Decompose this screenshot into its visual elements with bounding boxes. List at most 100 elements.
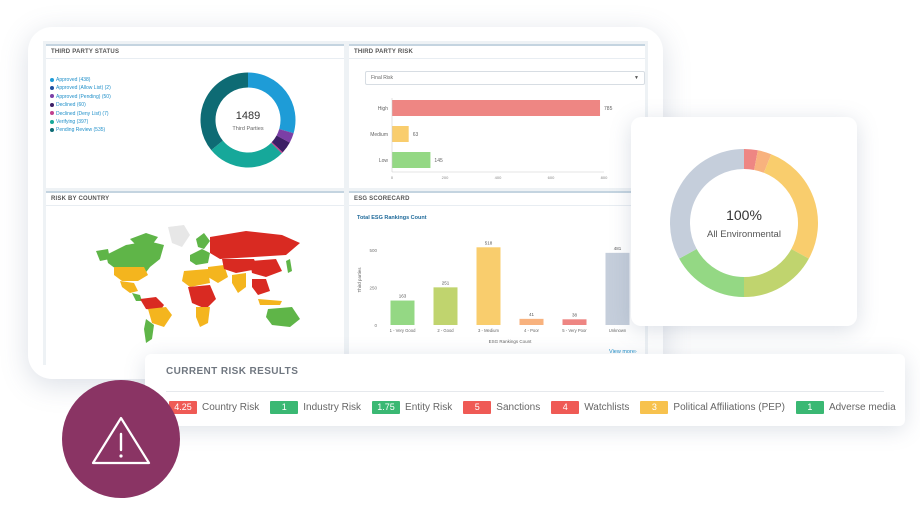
esg-bar[interactable] bbox=[605, 252, 630, 325]
y-axis-label: Third parties bbox=[357, 267, 362, 293]
environmental-card: 100% All Environmental bbox=[631, 117, 857, 326]
environmental-slice[interactable] bbox=[763, 154, 818, 259]
status-slice[interactable] bbox=[276, 128, 294, 143]
environmental-percent: 100% bbox=[726, 207, 762, 223]
third-party-status-panel: THIRD PARTY STATUS Approved (438) Approve… bbox=[46, 44, 344, 188]
esg-value-label: 518 bbox=[485, 240, 493, 245]
esg-value-label: 41 bbox=[529, 312, 535, 317]
esg-scorecard-panel: ESG SCORECARD Total ESG Rankings Count 0… bbox=[349, 191, 645, 365]
map-africa-south bbox=[196, 307, 210, 327]
legend-dot bbox=[50, 86, 54, 91]
status-legend: Approved (438) Approved (Allow List) (2) A… bbox=[50, 76, 111, 135]
map-alaska bbox=[96, 249, 110, 261]
panel-title: THIRD PARTY STATUS bbox=[46, 46, 344, 59]
legend-item[interactable]: Pending Review (535) bbox=[50, 126, 111, 134]
risk-factor-label: Sanctions bbox=[496, 402, 541, 413]
environmental-label: All Environmental bbox=[707, 229, 781, 240]
legend-dot bbox=[50, 77, 54, 82]
esg-value-label: 251 bbox=[442, 280, 450, 285]
dashboard-frame: THIRD PARTY STATUS Approved (438) Approve… bbox=[28, 27, 663, 379]
warning-icon bbox=[91, 416, 151, 465]
map-scandinavia bbox=[196, 233, 210, 249]
map-russia bbox=[210, 231, 300, 259]
panel-title: RISK BY COUNTRY bbox=[46, 193, 344, 206]
chevron-down-icon: ▼ bbox=[634, 75, 639, 81]
risk-value-label: 63 bbox=[413, 132, 419, 138]
status-slice[interactable] bbox=[271, 135, 290, 153]
risk-score-badge: 4 bbox=[551, 401, 580, 414]
legend-item[interactable]: Declined (Deny List) (7) bbox=[50, 110, 111, 118]
x-axis-label: ESG Rankings Count bbox=[489, 339, 533, 344]
alert-badge[interactable] bbox=[62, 380, 180, 498]
map-south-america-north bbox=[140, 297, 164, 311]
x-tick-label: 600 bbox=[548, 175, 555, 180]
esg-bar[interactable] bbox=[562, 319, 587, 325]
legend-item[interactable]: Approved (Pending) (50) bbox=[50, 93, 111, 101]
legend-label: Declined (60) bbox=[56, 102, 86, 109]
risk-bar[interactable] bbox=[392, 126, 409, 142]
esg-bar[interactable] bbox=[519, 318, 544, 325]
legend-item[interactable]: Verifying (397) bbox=[50, 118, 111, 126]
legend-item[interactable]: Declined (60) bbox=[50, 101, 111, 109]
risk-bar-chart: High 785 Medium 63 Low 145 0 200 400 600 800 bbox=[370, 98, 613, 180]
y-tick-label: 250 bbox=[369, 286, 377, 291]
risk-score-badge: 4.25 bbox=[169, 401, 197, 414]
x-tick-label: 0 bbox=[391, 175, 394, 180]
legend-item[interactable]: Approved (Allow List) (2) bbox=[50, 84, 111, 92]
map-south-america-south bbox=[144, 319, 154, 343]
third-party-donut[interactable]: 1489 Third Parties bbox=[196, 68, 300, 172]
risk-score-badge: 1 bbox=[270, 401, 299, 414]
legend-label: Verifying (397) bbox=[56, 119, 89, 126]
esg-value-label: 163 bbox=[399, 294, 407, 299]
risk-factor-label: Entity Risk bbox=[405, 402, 453, 413]
risk-by-country-panel: RISK BY COUNTRY bbox=[46, 191, 344, 365]
environmental-slice[interactable] bbox=[679, 248, 745, 297]
status-slice[interactable] bbox=[247, 72, 296, 134]
esg-category-label: Unknown bbox=[609, 328, 627, 333]
environmental-slice[interactable] bbox=[670, 149, 745, 259]
environmental-donut[interactable]: 100% All Environmental bbox=[664, 143, 824, 303]
risk-value-label: 145 bbox=[434, 158, 443, 164]
esg-bar[interactable] bbox=[433, 287, 458, 325]
risk-score-badge: 1 bbox=[795, 401, 824, 414]
risk-category-label: High bbox=[378, 106, 389, 112]
environmental-slice[interactable] bbox=[743, 149, 758, 170]
status-slice[interactable] bbox=[271, 142, 283, 154]
view-more-label: View more bbox=[609, 349, 635, 355]
map-india bbox=[232, 273, 246, 293]
esg-value-label: 481 bbox=[614, 246, 622, 251]
risk-bar[interactable] bbox=[392, 152, 431, 168]
world-risk-map[interactable] bbox=[86, 215, 316, 345]
risk-score-badge: 5 bbox=[463, 401, 492, 414]
legend-item[interactable]: Approved (438) bbox=[50, 76, 111, 84]
legend-label: Approved (Pending) (50) bbox=[56, 93, 111, 100]
esg-category-label: 1 - Very Good bbox=[390, 328, 417, 333]
map-africa-center bbox=[188, 285, 216, 309]
risk-bar[interactable] bbox=[392, 100, 601, 116]
esg-category-label: 5 - Very Poor bbox=[562, 328, 587, 333]
map-central-america bbox=[132, 293, 142, 301]
esg-bar[interactable] bbox=[476, 247, 501, 325]
map-mexico bbox=[120, 281, 138, 293]
panel-title: THIRD PARTY RISK bbox=[349, 46, 645, 59]
legend-label: Approved (438) bbox=[56, 77, 91, 83]
risk-score-badge: 1.75 bbox=[372, 401, 401, 414]
status-slice[interactable] bbox=[211, 140, 282, 168]
legend-dot bbox=[50, 111, 54, 116]
risk-select[interactable]: Final Risk ▼ bbox=[365, 71, 645, 85]
y-tick-label: 500 bbox=[369, 248, 377, 253]
status-slice[interactable] bbox=[200, 72, 249, 151]
chevron-right-icon: › bbox=[634, 349, 637, 355]
map-indonesia bbox=[258, 299, 282, 305]
legend-dot bbox=[50, 102, 54, 107]
esg-bar[interactable] bbox=[390, 300, 415, 325]
environmental-slice[interactable] bbox=[743, 248, 809, 297]
map-japan bbox=[286, 259, 292, 273]
panel-title: ESG SCORECARD bbox=[349, 193, 645, 206]
dashboard-screen: THIRD PARTY STATUS Approved (438) Approve… bbox=[43, 41, 648, 365]
view-more-link[interactable]: View more› bbox=[609, 349, 637, 355]
environmental-slice[interactable] bbox=[753, 150, 772, 173]
map-brazil bbox=[148, 307, 172, 327]
legend-label: Declined (Deny List) (7) bbox=[56, 110, 109, 117]
esg-category-label: 3 - Medium bbox=[478, 328, 499, 333]
